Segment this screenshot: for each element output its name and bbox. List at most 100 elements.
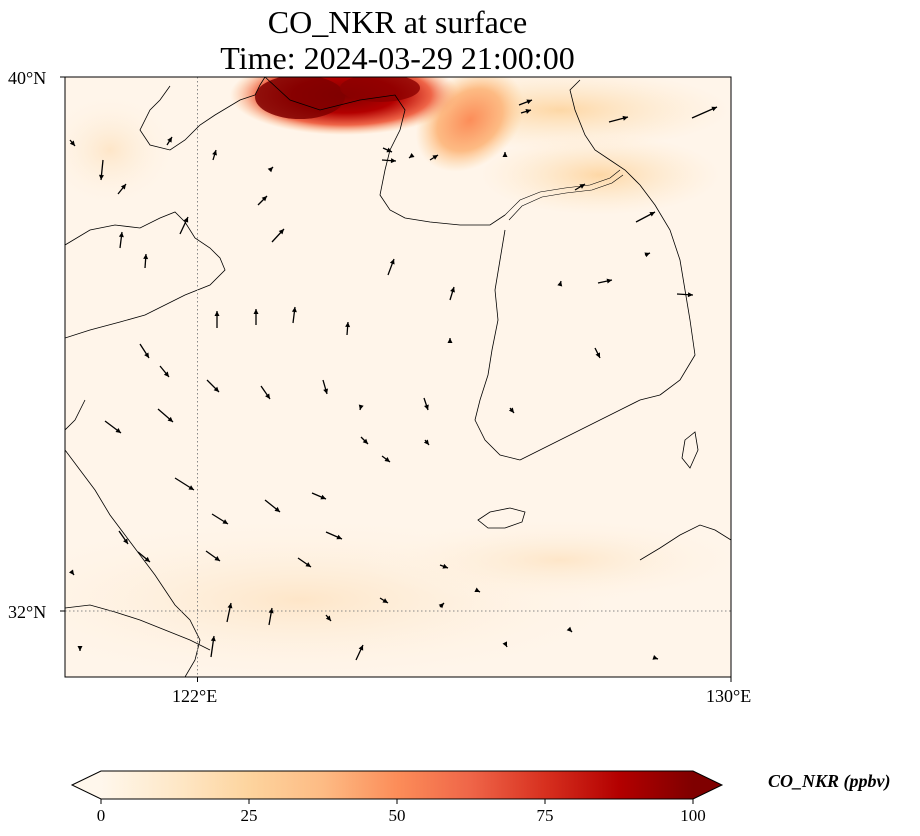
- wind-arrow-head: [69, 569, 74, 575]
- coastline-liaodong: [139, 77, 266, 151]
- colorbar-gradient: [101, 771, 693, 799]
- colorbar: [70, 770, 724, 804]
- wind-arrow-head: [210, 636, 216, 642]
- wind-arrow-head: [424, 404, 429, 410]
- wind-arrow-head: [143, 254, 149, 260]
- wind-arrow-head: [389, 259, 395, 265]
- wind-arrow-head: [432, 155, 438, 160]
- wind-arrow-head: [447, 338, 453, 343]
- wind-arrow-head: [120, 184, 126, 190]
- wind-arrow-head: [358, 404, 364, 410]
- colorbar-extend-min: [72, 771, 101, 799]
- gridlines: [65, 77, 731, 677]
- coastline-bohai: [65, 211, 226, 339]
- wind-arrow-head: [144, 352, 149, 358]
- wind-arrow-head: [214, 311, 220, 316]
- colorbar-label: CO_NKR (ppbv): [768, 771, 891, 791]
- wind-arrow-head: [265, 393, 270, 399]
- wind-arrow-head: [474, 587, 480, 592]
- wind-arrow-head: [261, 196, 267, 202]
- wind-arrow-head: [644, 252, 650, 258]
- wind-arrow-head: [115, 428, 121, 433]
- wind-arrow-head: [652, 655, 658, 660]
- wind-arrow-head: [77, 646, 83, 651]
- wind-arrow-head: [278, 229, 284, 235]
- wind-arrow-head: [711, 106, 717, 112]
- dmz-boundary-2: [508, 174, 624, 221]
- wind-arrow-head: [213, 386, 219, 392]
- wind-arrow-head: [227, 603, 233, 609]
- wind-arrow-head: [442, 563, 448, 569]
- map-frame: [64, 76, 732, 678]
- dmz-boundary: [504, 169, 621, 216]
- wind-arrow-head: [525, 109, 531, 114]
- wind-arrow-head: [622, 115, 628, 121]
- colorbar-tick-0: 0: [96, 806, 106, 825]
- colorbar-tick-50: 50: [388, 806, 406, 825]
- axis-ticks: [60, 76, 732, 682]
- wind-arrow-head: [579, 184, 585, 189]
- wind-arrow-head: [253, 309, 259, 314]
- wind-arrow-head: [409, 153, 415, 158]
- co-concentration-field: [65, 77, 731, 677]
- wind-arrow-head: [144, 556, 150, 562]
- wind-arrow-head: [268, 608, 274, 614]
- lat-label-32n: 32°N: [8, 602, 47, 622]
- coastline-korea-east: [569, 79, 696, 396]
- wind-arrow-head: [167, 416, 173, 422]
- wind-arrow-head: [595, 352, 600, 358]
- wind-arrow-head: [99, 174, 104, 180]
- wind-arrow-head: [390, 158, 396, 164]
- wind-arrow-head: [118, 232, 124, 238]
- wind-arrow-head: [320, 494, 326, 500]
- wind-arrow-head: [386, 147, 392, 153]
- wind-arrow-head: [687, 292, 693, 298]
- wind-arrow-head: [291, 307, 297, 313]
- wind-arrow-head: [566, 626, 572, 632]
- wind-arrow-head: [183, 217, 189, 223]
- wind-arrow-head: [502, 641, 507, 647]
- coastline-shandong: [65, 399, 86, 431]
- wind-arrow-head: [423, 439, 429, 445]
- title-line-1: CO_NKR at surface: [267, 4, 528, 40]
- wind-arrow-head: [450, 287, 455, 293]
- wind-vectors: [69, 99, 718, 661]
- wind-arrow-head: [267, 167, 273, 173]
- wind-arrow-head: [384, 457, 390, 462]
- coastline-yangtze: [65, 604, 211, 651]
- coastline-korea-west: [474, 229, 521, 461]
- wind-arrow-head: [502, 152, 508, 157]
- wind-arrow-head: [526, 99, 532, 105]
- colorbar-extend-max: [693, 771, 722, 799]
- lon-label-122e: 122°E: [172, 686, 218, 706]
- wind-arrow-head: [222, 519, 228, 524]
- wind-arrow-head: [69, 140, 75, 146]
- wind-arrow-head: [336, 534, 342, 540]
- coastline-tsushima: [681, 431, 699, 469]
- lon-label-130e: 130°E: [706, 686, 752, 706]
- wind-arrow-head: [163, 371, 169, 377]
- colorbar-tick-25: 25: [240, 806, 258, 825]
- wind-arrow-head: [438, 603, 444, 609]
- colorbar-tick-75: 75: [536, 806, 554, 825]
- wind-arrow-head: [123, 538, 128, 544]
- wind-arrow-head: [649, 212, 655, 217]
- wind-arrow-head: [305, 562, 311, 567]
- wind-arrow-head: [188, 485, 194, 490]
- coastline-kyushu: [639, 524, 731, 561]
- wind-arrow-head: [362, 438, 368, 444]
- colorbar-tick-100: 100: [680, 806, 706, 825]
- wind-arrow-head: [274, 506, 280, 512]
- lat-label-40n: 40°N: [8, 68, 47, 88]
- wind-arrow-head: [345, 322, 351, 328]
- wind-arrow-head: [606, 278, 612, 284]
- wind-arrow-head: [557, 281, 563, 287]
- wind-arrow-head: [382, 598, 388, 603]
- title-line-2: Time: 2024-03-29 21:00:00: [220, 40, 575, 76]
- wind-arrow-head: [212, 150, 217, 156]
- wind-arrow-head: [323, 388, 329, 394]
- wind-arrow-head: [358, 645, 364, 651]
- coastline-jiangsu: [65, 449, 201, 677]
- coastline-korea-south: [519, 394, 661, 461]
- wind-arrow-head: [508, 407, 514, 413]
